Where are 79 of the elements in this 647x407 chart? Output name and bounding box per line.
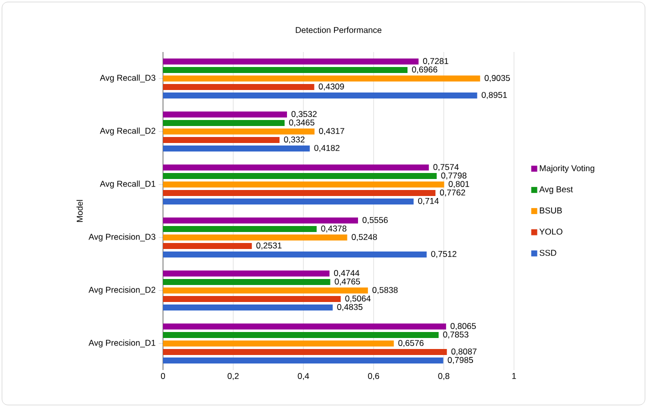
data-label: 0,6576 [398, 340, 424, 347]
legend-label: YOLO [539, 228, 562, 235]
bar [163, 304, 333, 310]
data-label: 0,7512 [431, 250, 456, 258]
bar [163, 234, 348, 240]
data-label: 0,7853 [443, 332, 468, 339]
bar [163, 251, 427, 258]
y-axis-title: Model [76, 200, 83, 222]
bar [163, 226, 317, 232]
data-label: 0,4835 [337, 304, 362, 311]
bar [163, 348, 447, 355]
data-label: 0,9035 [484, 75, 510, 82]
data-label: 0,7574 [433, 164, 459, 172]
bar [163, 112, 287, 118]
bar [163, 92, 478, 98]
x-tick-label: 1 [512, 373, 516, 379]
data-label: 0,5556 [362, 217, 388, 224]
y-tick-label: Avg Precision_D2 [88, 286, 156, 294]
data-label: 0,7985 [448, 356, 474, 364]
bar [163, 84, 314, 90]
data-label: 0,4765 [334, 278, 360, 286]
bar [163, 340, 394, 346]
bar [163, 128, 315, 134]
chart-title: Detection Performance [296, 26, 382, 33]
data-label: 0,8065 [450, 323, 476, 330]
x-tick-label: 0,6 [368, 373, 380, 380]
legend-label: SSD [540, 250, 556, 256]
data-label: 0,8087 [451, 348, 477, 356]
y-tick-label: Avg Precision_D1 [88, 340, 156, 348]
data-label: 0,2531 [256, 242, 282, 250]
bar [163, 242, 252, 249]
data-label: 0,4182 [314, 144, 340, 152]
bar [163, 67, 408, 74]
y-tick-label: Avg Recall_D3 [100, 74, 156, 82]
legend-label: BSUB [540, 207, 562, 214]
data-label: 0,332 [284, 136, 304, 144]
data-label: 0,7762 [440, 189, 466, 196]
bar [163, 324, 446, 330]
bar [163, 357, 444, 364]
bar [163, 332, 439, 338]
bar [163, 296, 341, 302]
legend-label: Avg Best [539, 186, 573, 194]
bar [163, 198, 414, 204]
x-tick-label: 0,2 [228, 373, 239, 380]
data-label: 0,4378 [321, 226, 346, 233]
data-label: 0,5064 [345, 295, 371, 302]
y-tick-label: Avg Recall_D2 [100, 128, 156, 136]
data-label: 0,714 [418, 198, 439, 205]
x-tick-label: 0,8 [438, 373, 450, 380]
bar [163, 288, 368, 294]
bar [163, 145, 310, 152]
bar [163, 76, 480, 82]
bar [163, 164, 429, 171]
x-tick-label: 0,4 [298, 373, 310, 380]
bar [163, 218, 358, 224]
data-label: 0,5838 [372, 287, 398, 294]
bar [163, 182, 444, 188]
data-label: 0,8951 [482, 92, 507, 99]
data-label: 0,3532 [292, 111, 317, 118]
data-label: 0,4309 [318, 83, 344, 90]
data-label: 0,6966 [412, 66, 438, 74]
bar [163, 136, 280, 143]
data-label: 0,4317 [319, 128, 344, 135]
data-label: 0,5248 [352, 234, 377, 241]
data-label: 0,801 [448, 181, 470, 188]
data-label: 0,7798 [441, 172, 466, 180]
data-label: 0,4744 [334, 270, 360, 278]
bar [163, 173, 437, 180]
bar [163, 120, 285, 126]
data-label: 0,7281 [423, 58, 448, 66]
bar [163, 190, 436, 196]
bar [163, 270, 330, 277]
y-tick-label: Avg Precision_D3 [88, 234, 156, 242]
y-tick-label: Avg Recall_D1 [100, 180, 156, 188]
bar [163, 279, 330, 286]
legend-label: Majority Voting [540, 165, 594, 173]
bar [163, 58, 419, 65]
x-tick-label: 0 [160, 373, 166, 380]
data-label: 0,3465 [289, 120, 314, 127]
